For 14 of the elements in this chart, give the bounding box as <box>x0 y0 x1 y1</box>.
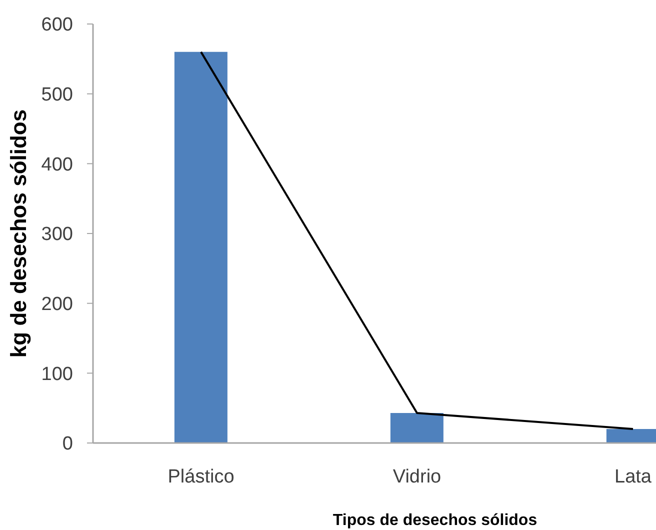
bar <box>174 52 228 443</box>
y-axis-title: kg de desechos sólidos <box>6 109 30 358</box>
y-tick-label: 100 <box>41 364 73 385</box>
y-tick-label: 200 <box>41 294 73 316</box>
x-tick-label: Plástico <box>168 466 234 488</box>
x-axis-title: Tipos de desechos sólidos <box>332 512 538 528</box>
y-tick-label: 300 <box>41 224 73 246</box>
y-tick-label: 0 <box>62 434 73 455</box>
y-tick-label: 400 <box>41 154 73 176</box>
y-tick-label: 500 <box>41 84 73 106</box>
y-tick-label: 600 <box>41 14 73 36</box>
x-tick-label: Lata <box>614 466 652 488</box>
bar <box>390 412 444 443</box>
x-tick-label: Vidrio <box>392 466 442 488</box>
